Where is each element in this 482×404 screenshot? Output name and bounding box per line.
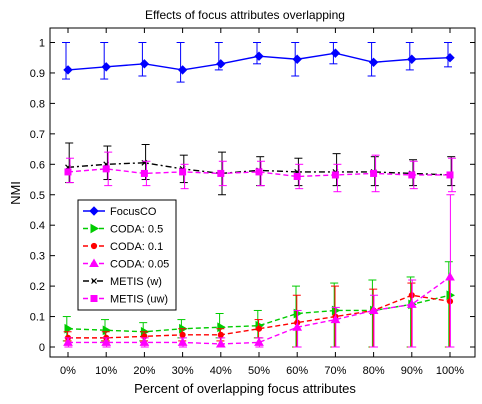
data-point: [217, 169, 225, 177]
legend-label: CODA: 0.05: [110, 259, 169, 271]
y-tick-label: 0.3: [30, 251, 45, 263]
data-point: [177, 337, 188, 346]
y-tick-label: 0.8: [30, 98, 45, 110]
data-point: [331, 171, 339, 179]
data-point: [101, 62, 111, 72]
legend-box: [77, 199, 177, 311]
data-point: [215, 338, 226, 348]
data-point: [445, 271, 455, 281]
data-point: [64, 168, 72, 176]
data-point: [102, 165, 110, 173]
x-tick-label: 20%: [133, 365, 155, 377]
x-tick-label: 70%: [324, 365, 346, 377]
data-point: [292, 54, 302, 64]
data-point: [406, 299, 417, 308]
legend-marker: [89, 258, 99, 267]
x-tick-label: 40%: [210, 365, 232, 377]
marker-stroke: [91, 278, 97, 284]
data-point: [140, 169, 148, 177]
legend-label: CODA: 0.1: [110, 241, 163, 253]
legend-marker: [90, 242, 98, 250]
data-point: [254, 337, 264, 346]
data-point: [179, 331, 186, 338]
data-point: [408, 171, 416, 179]
data-point: [179, 168, 187, 176]
y-tick-label: 1: [39, 38, 45, 50]
y-tick-label: 0.9: [30, 68, 45, 80]
series-line: [68, 276, 451, 345]
legend-marker: [90, 223, 100, 234]
x-tick-label: 10%: [95, 365, 117, 377]
x-tick-label: 80%: [363, 365, 385, 377]
data-point: [446, 171, 454, 179]
data-point: [330, 48, 341, 58]
legend-label: FocusCO: [110, 206, 157, 218]
data-point: [63, 65, 73, 75]
y-tick-label: 0.2: [30, 281, 45, 293]
legend-label: METIS (w): [110, 276, 162, 288]
data-point: [139, 59, 150, 69]
data-point: [101, 337, 112, 346]
series-metis-uw: [64, 151, 456, 193]
data-point: [293, 172, 301, 180]
x-tick-label: 0%: [60, 365, 76, 377]
data-point: [445, 53, 455, 63]
x-tick-label: 100%: [436, 365, 464, 377]
data-point: [139, 337, 150, 346]
data-point: [370, 169, 378, 177]
series-coda-0-05: [63, 194, 455, 348]
data-point: [255, 325, 263, 332]
data-point: [217, 331, 224, 338]
data-point: [216, 59, 226, 69]
x-axis-label: Percent of overlapping focus attributes: [134, 381, 356, 396]
y-tick-label: 0.5: [30, 190, 45, 202]
data-point: [255, 168, 263, 176]
data-point: [63, 337, 73, 346]
legend-marker: [89, 206, 99, 216]
x-tick-label: 60%: [286, 365, 308, 377]
legend: FocusCO CODA: 0.5 CODA: 0.1 CODA: 0.05 METIS…: [77, 199, 177, 311]
y-tick-label: 0.1: [30, 312, 45, 324]
legend-label: METIS (uw): [110, 294, 168, 306]
data-point: [368, 57, 379, 67]
x-tick-label: 30%: [172, 365, 194, 377]
data-point: [330, 314, 341, 324]
y-tick-label: 0.6: [30, 159, 45, 171]
data-point: [368, 305, 379, 314]
data-point: [254, 51, 264, 61]
plot-frame: [49, 27, 476, 358]
data-point: [407, 54, 417, 64]
y-axis-label: NMI: [8, 181, 23, 205]
series-line: [68, 294, 451, 339]
y-tick-label: 0.4: [30, 220, 45, 232]
data-point: [64, 323, 74, 334]
x-tick-label: 50%: [248, 365, 270, 377]
legend-label: CODA: 0.5: [110, 224, 163, 236]
legend-marker: [90, 295, 98, 302]
y-tick-label: 0.7: [30, 129, 45, 141]
y-tick-label: 0: [39, 342, 45, 354]
chart-title: Effects of focus attributes overlapping: [145, 8, 345, 22]
data-point: [292, 322, 303, 331]
series-focusco: [62, 42, 455, 83]
plot-area: 00.10.20.30.40.50.60.70.80.910% 10% 20% 30%…: [30, 27, 476, 377]
legend-marker: [91, 278, 97, 284]
x-tick-label: 90%: [401, 365, 423, 377]
data-point: [177, 65, 188, 75]
